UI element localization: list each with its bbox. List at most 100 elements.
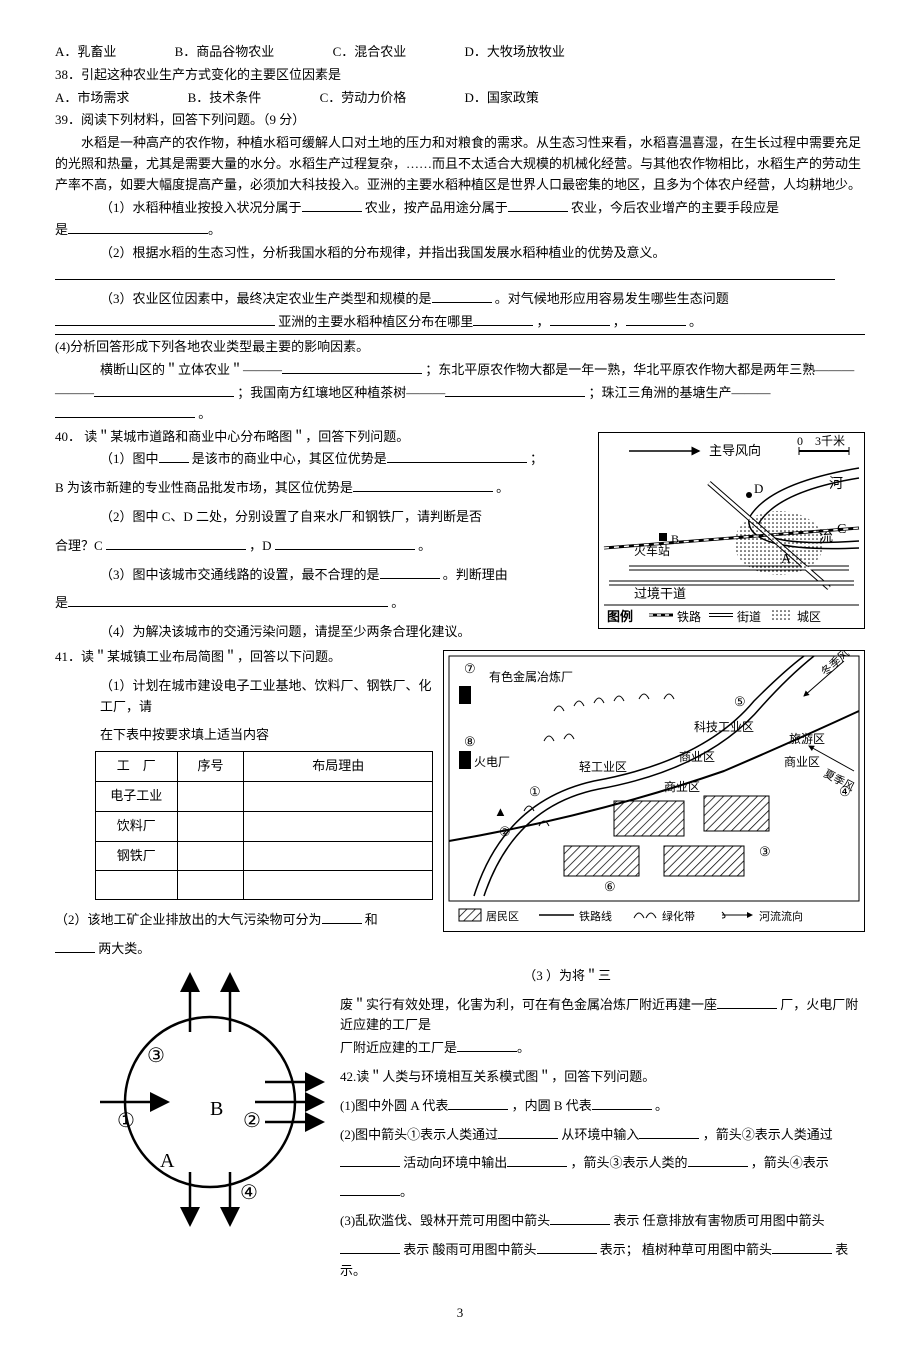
blank[interactable]: [340, 1182, 400, 1196]
opt-b: B．技术条件: [188, 88, 262, 109]
q38-stem: 38．引起这种农业生产方式变化的主要区位因素是: [55, 65, 865, 86]
m2-n7: ⑦: [464, 661, 476, 676]
blank[interactable]: [537, 1240, 597, 1254]
pA: A: [781, 552, 792, 567]
legend-street: 街道: [737, 610, 761, 624]
town-map-2: 有色金属冶炼厂 火电厂 科技工业区 轻工业区 商业区 商业区 商业区 旅游区 冬…: [443, 650, 865, 932]
blank[interactable]: [550, 1211, 610, 1225]
blank[interactable]: [159, 449, 189, 463]
blank[interactable]: [688, 1153, 748, 1167]
blank[interactable]: [639, 1125, 699, 1139]
legend-label: 图例: [607, 609, 633, 624]
pC: C: [837, 522, 846, 537]
c-n1: ①: [117, 1110, 135, 1132]
blank[interactable]: [353, 478, 493, 492]
blank[interactable]: [55, 939, 95, 953]
blank[interactable]: [445, 383, 585, 397]
m2-leg-green: 绿化带: [662, 909, 695, 923]
opt-b: B．商品谷物农业: [175, 42, 275, 63]
m2-leg-rail: 铁路线: [579, 909, 612, 923]
q39-p1: （1）水稻种植业按投入状况分属于 农业，按产品用途分属于 农业，今后农业增产的主…: [100, 198, 865, 219]
blank[interactable]: [282, 360, 422, 374]
m2-light: 轻工业区: [579, 760, 627, 774]
q39-stem: 39．阅读下列材料，回答下列问题。（9 分）: [55, 110, 865, 131]
m2-n8: ⑧: [464, 734, 476, 749]
m2-n5: ⑤: [734, 694, 746, 709]
scale-label: 0 3千米: [797, 434, 845, 448]
blank[interactable]: [432, 289, 492, 303]
m2-leg-res: 居民区: [486, 911, 519, 923]
wind-label: 主导风向: [709, 443, 761, 458]
blank[interactable]: [448, 1096, 508, 1110]
blank[interactable]: [626, 312, 686, 326]
blank[interactable]: [592, 1096, 652, 1110]
blank[interactable]: [94, 383, 234, 397]
m2-biz2: 商业区: [784, 754, 820, 769]
blank[interactable]: [322, 910, 362, 924]
blank[interactable]: [380, 565, 440, 579]
blank[interactable]: [387, 449, 527, 463]
m2-hydro: 火电厂: [474, 755, 510, 769]
m2-n3: ③: [759, 844, 771, 859]
road-label: 过境干道: [634, 586, 686, 601]
blank[interactable]: [473, 312, 533, 326]
opt-c: C．劳动力价格: [320, 88, 407, 109]
m2-n1: ①: [529, 784, 541, 799]
svg-text:▲: ▲: [494, 804, 507, 819]
m2-n6: ⑥: [604, 879, 616, 894]
blank[interactable]: [106, 536, 246, 550]
factory-table: 工 厂 序号 布局理由 电子工业 饮料厂 钢铁厂: [95, 751, 433, 900]
blank[interactable]: [507, 1153, 567, 1167]
c-n2: ②: [243, 1110, 261, 1132]
blank[interactable]: [55, 404, 195, 418]
q42-stem: 42.读＂人类与环境相互关系模式图＂，回答下列问题。: [340, 1067, 865, 1088]
m2-biz1: 商业区: [679, 749, 715, 764]
q37-options: A．乳畜业 B．商品谷物农业 C．混合农业 D．大牧场放牧业: [55, 42, 865, 63]
q39-p4-head: (4)分析回答形成下列各地农业类型最主要的影响因素。: [55, 337, 865, 358]
opt-c: C．混合农业: [333, 42, 407, 63]
station-label: 火车站: [634, 543, 670, 558]
opt-d: D．大牧场放牧业: [464, 42, 564, 63]
m2-biz3: 商业区: [664, 779, 700, 794]
blank[interactable]: [55, 312, 275, 326]
m2-smelter: 有色金属冶炼厂: [489, 669, 573, 684]
legend-urban: 城区: [797, 610, 821, 624]
pB: B: [671, 532, 679, 546]
blank[interactable]: [68, 220, 208, 234]
blank[interactable]: [508, 198, 568, 212]
blank[interactable]: [302, 198, 362, 212]
river1-label: 河: [829, 476, 843, 492]
opt-a: A．市场需求: [55, 88, 129, 109]
legend-rail: 铁路: [677, 609, 701, 624]
city-map-1: 主导风向 0 3千米 河 流 过境干道 D: [598, 432, 865, 629]
opt-a: A．乳畜业: [55, 42, 116, 63]
blank[interactable]: [55, 266, 835, 280]
q38-options: A．市场需求 B．技术条件 C．劳动力价格 D．国家政策: [55, 88, 865, 109]
blank[interactable]: [340, 1240, 400, 1254]
q39-p2: （2）根据水稻的生态习性，分析我国水稻的分布规律，并指出我国发展水稻种植业的优势…: [100, 243, 865, 264]
m2-n4: ④: [839, 784, 851, 799]
blank[interactable]: [457, 1038, 517, 1052]
human-env-diagram: ③ ① ② ④ A B: [95, 967, 325, 1227]
blank[interactable]: [275, 536, 415, 550]
m2-winter: 冬季风: [818, 651, 852, 679]
blank[interactable]: [772, 1240, 832, 1254]
blank[interactable]: [550, 312, 610, 326]
c-n3: ③: [147, 1045, 165, 1067]
c-A: A: [160, 1150, 175, 1172]
blank[interactable]: [498, 1125, 558, 1139]
m2-leg-flow: 河流流向: [759, 909, 803, 923]
blank[interactable]: [68, 593, 388, 607]
m2-n2: ②: [499, 824, 511, 839]
page-number: 3: [55, 1303, 865, 1324]
m2-tech: 科技工业区: [694, 720, 754, 734]
pD: D: [754, 481, 763, 496]
m2-tour: 旅游区: [789, 732, 825, 746]
opt-d: D．国家政策: [464, 88, 538, 109]
blank[interactable]: [340, 1153, 400, 1167]
blank[interactable]: [717, 995, 777, 1009]
q39-p3: （3）农业区位因素中，最终决定农业生产类型和规模的是 。对气候地形应用容易发生哪…: [100, 289, 865, 310]
c-B: B: [210, 1098, 223, 1120]
q39-passage: 水稻是一种高产的农作物，种植水稻可缓解人口对土地的压力和对粮食的需求。从生态习性…: [55, 133, 865, 195]
c-n4: ④: [240, 1182, 258, 1204]
